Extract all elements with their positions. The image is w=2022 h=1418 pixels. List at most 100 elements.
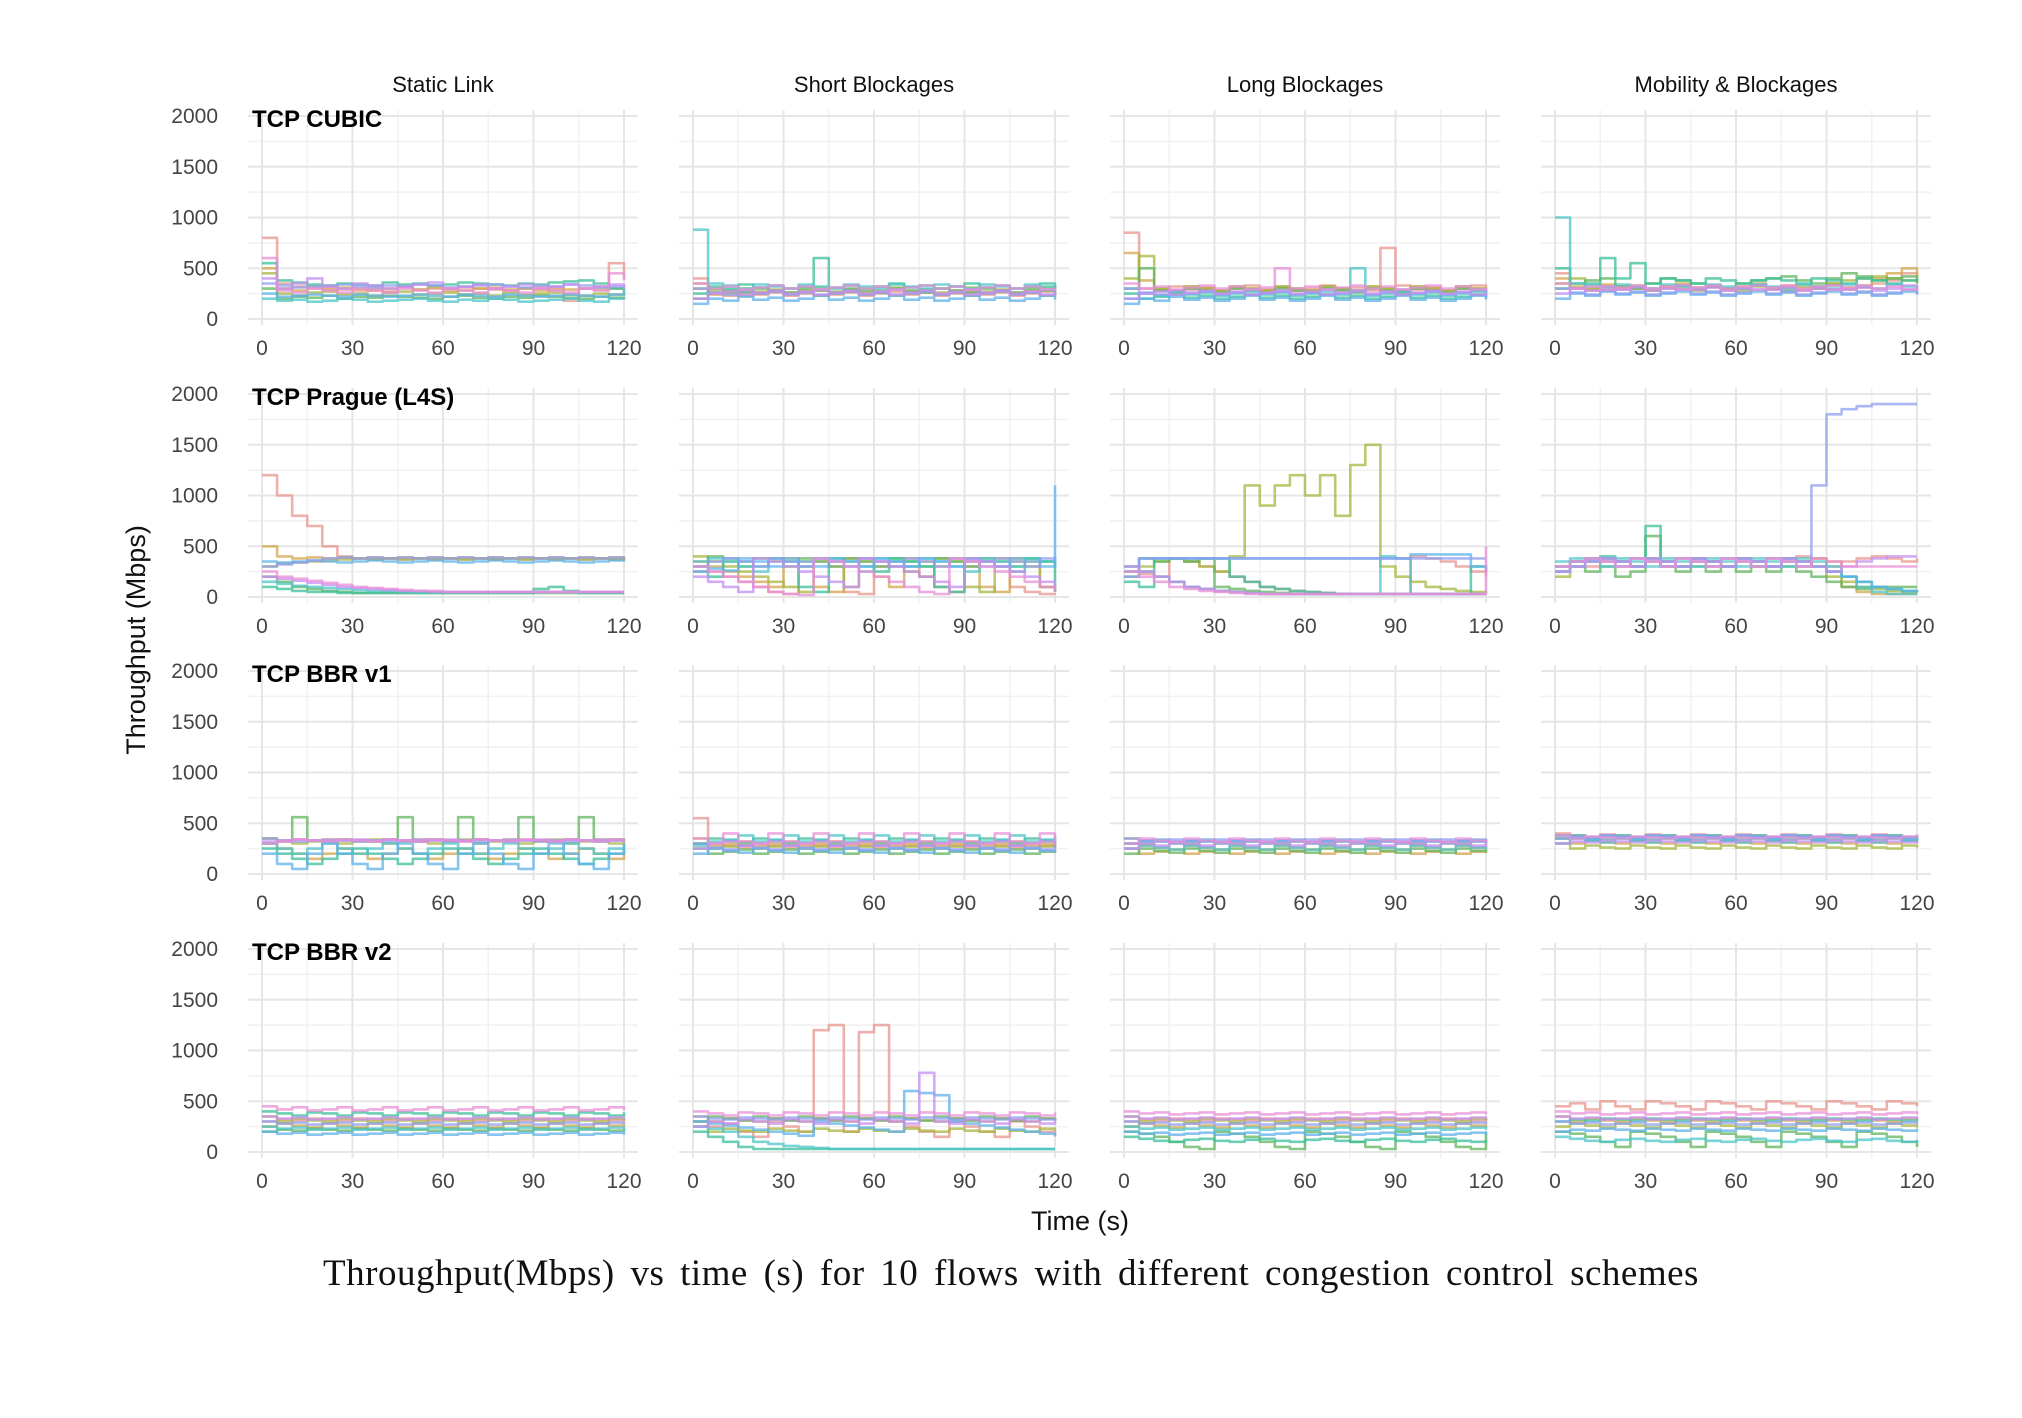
column-title-mobility-blockages: Mobility & Blockages	[1635, 72, 1838, 97]
x-tick-label: 60	[862, 892, 885, 915]
y-tick-label: 2000	[171, 938, 218, 961]
x-tick-label: 60	[1724, 892, 1747, 915]
x-tick-label: 90	[1384, 337, 1407, 360]
x-tick-label: 30	[1634, 1170, 1657, 1193]
y-tick-label: 1000	[171, 762, 218, 785]
series-line-flow-8	[1124, 557, 1486, 578]
x-tick-label: 0	[1118, 337, 1130, 360]
series-line-flow-8	[262, 1120, 626, 1126]
panel-tcp-cubic-long-blockages	[1110, 110, 1500, 325]
x-tick-label: 120	[606, 892, 641, 915]
series-line-flow-6	[693, 1125, 1055, 1151]
series-line-flow-8	[262, 556, 626, 568]
y-tick-label: 1500	[171, 156, 218, 179]
series-line-flow-9	[1555, 1115, 1919, 1121]
series-line-flow-7	[1555, 1127, 1919, 1133]
x-tick-label: 0	[1549, 337, 1561, 360]
y-tick-label: 1500	[171, 989, 218, 1012]
figure-caption: Throughput(Mbps) vs time (s) for 10 flow…	[323, 1253, 1699, 1294]
series-line-flow-10	[1555, 557, 1917, 568]
x-tick-label: 90	[953, 892, 976, 915]
x-tick-label: 30	[772, 892, 795, 915]
x-tick-label: 30	[772, 615, 795, 638]
x-tick-label: 0	[1549, 892, 1561, 915]
x-tick-label: 0	[256, 1170, 268, 1193]
y-tick-label: 0	[206, 586, 218, 609]
series-line-flow-10	[262, 838, 626, 845]
panels-layer	[248, 110, 1931, 1158]
panel-tcp-bbr-v1-short-blockages	[679, 665, 1069, 880]
x-axis-title: Time (s)	[1031, 1206, 1129, 1236]
series-line-flow-1	[1555, 1100, 1919, 1111]
series-line-flow-7	[262, 1130, 626, 1136]
series-line-flow-10	[262, 570, 624, 594]
x-tick-label: 30	[341, 337, 364, 360]
x-tick-label: 120	[1899, 1170, 1934, 1193]
x-tick-label: 120	[606, 615, 641, 638]
series-line-flow-7	[693, 1089, 1057, 1138]
y-tick-label: 500	[183, 1090, 218, 1113]
x-tick-label: 90	[522, 892, 545, 915]
panel-tcp-prague-l4s-long-blockages	[1110, 388, 1500, 603]
y-tick-label: 0	[206, 863, 218, 886]
series-line-flow-10	[693, 832, 1057, 845]
y-tick-label: 500	[183, 535, 218, 558]
x-tick-label: 90	[1815, 337, 1838, 360]
series-line-flow-10	[262, 256, 626, 294]
x-tick-label: 0	[687, 892, 699, 915]
series-line-flow-10	[1124, 546, 1488, 596]
x-tick-label: 30	[772, 337, 795, 360]
x-tick-label: 120	[1037, 1170, 1072, 1193]
x-tick-label: 60	[431, 337, 454, 360]
panel-tcp-bbr-v1-long-blockages	[1110, 665, 1500, 880]
panel-tcp-bbr-v2-mobility-blockages	[1541, 943, 1931, 1158]
panel-tcp-prague-l4s-mobility-blockages	[1541, 388, 1931, 603]
x-tick-label: 90	[1384, 615, 1407, 638]
series-line-flow-5	[1555, 256, 1919, 290]
x-tick-label: 0	[1549, 1170, 1561, 1193]
series-line-flow-8	[1555, 1120, 1919, 1126]
series-line-flow-7	[262, 292, 626, 298]
panel-tcp-bbr-v2-static-link	[248, 943, 638, 1158]
x-tick-label: 30	[1634, 337, 1657, 360]
y-tick-label: 1000	[171, 207, 218, 230]
series-line-flow-5	[262, 1110, 626, 1117]
x-tick-label: 30	[341, 892, 364, 915]
x-tick-label: 120	[1037, 892, 1072, 915]
x-tick-label: 120	[1468, 1170, 1503, 1193]
x-tick-label: 90	[953, 337, 976, 360]
x-tick-label: 120	[1037, 615, 1072, 638]
x-tick-label: 30	[1634, 892, 1657, 915]
series-line-flow-9	[693, 1071, 1057, 1128]
series-line-flow-7	[1124, 294, 1488, 306]
x-tick-label: 120	[1037, 337, 1072, 360]
x-tick-label: 120	[606, 337, 641, 360]
y-tick-label: 1500	[171, 434, 218, 457]
x-tick-label: 90	[1815, 1170, 1838, 1193]
panel-tcp-cubic-short-blockages	[679, 110, 1069, 325]
x-tick-label: 60	[1293, 1170, 1316, 1193]
x-tick-label: 0	[1118, 892, 1130, 915]
series-line-flow-10	[1555, 282, 1919, 291]
series-line-flow-6	[1124, 1125, 1488, 1131]
row-title-tcp-prague-l4s: TCP Prague (L4S)	[252, 384, 454, 411]
x-tick-label: 60	[862, 337, 885, 360]
y-tick-label: 500	[183, 812, 218, 835]
panel-tcp-bbr-v2-long-blockages	[1110, 943, 1500, 1158]
y-tick-label: 2000	[171, 105, 218, 128]
y-tick-label: 1000	[171, 1040, 218, 1063]
x-tick-label: 120	[1899, 892, 1934, 915]
series-line-flow-10	[1555, 1110, 1919, 1116]
x-tick-label: 0	[687, 615, 699, 638]
panel-tcp-bbr-v1-static-link	[248, 665, 638, 880]
series-line-flow-9	[262, 1115, 626, 1121]
series-line-flow-10	[693, 1110, 1057, 1117]
series-line-flow-10	[693, 282, 1057, 291]
series-line-flow-8	[1124, 1120, 1488, 1126]
series-line-flow-9	[693, 289, 1057, 300]
series-line-flow-6	[262, 297, 626, 303]
x-tick-label: 60	[862, 1170, 885, 1193]
panel-tcp-cubic-static-link	[248, 110, 638, 325]
series-line-flow-10	[1555, 834, 1919, 840]
